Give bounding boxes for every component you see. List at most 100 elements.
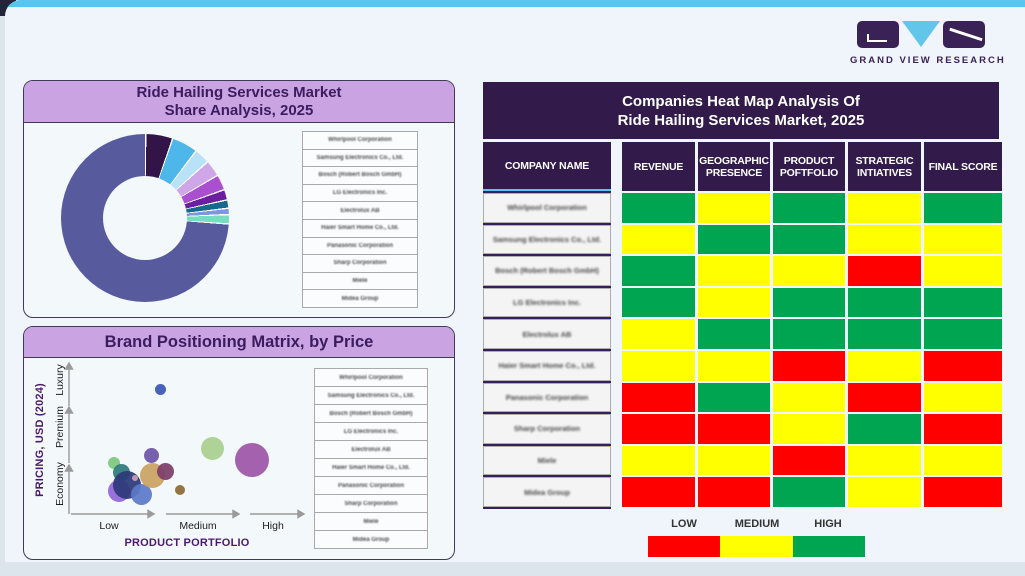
heatmap-score-cell-high [698, 319, 770, 349]
heatmap-score-cell-medium [924, 256, 1002, 286]
heatmap-title: Companies Heat Map Analysis Of Ride Hail… [483, 82, 999, 139]
heatmap-score-cell-medium [773, 382, 845, 413]
heatmap-score-cell-low [924, 477, 1002, 507]
heatmap-score-cell-medium [924, 224, 1002, 255]
heatmap-score-cell-medium [622, 224, 695, 255]
legend-company-row: Bosch (Robert Bosch GmbH) [302, 166, 418, 185]
row-spacer [614, 256, 619, 286]
column-header-geographic-presence: GEOGRAPHIC PRESENCE [698, 142, 770, 191]
heatmap-company-name: Haier Smart Home Co., Ltd. [498, 361, 596, 371]
legend-company-name: Panasonic Corporation [337, 482, 404, 489]
logo-g-block-icon [857, 21, 899, 48]
heatmap-score-cell-medium [622, 319, 695, 349]
top-accent-bar [5, 0, 1025, 7]
row-spacer [614, 446, 619, 476]
heatmap-score-cell-medium [698, 350, 770, 381]
heatmap-score-cell-medium [848, 350, 921, 381]
legend-company-row: Haier Smart Home Co., Ltd. [302, 218, 418, 238]
legend-company-name: Haier Smart Home Co., Ltd. [332, 464, 410, 471]
bubble-point [154, 383, 166, 395]
row-spacer [614, 383, 619, 413]
heatmap-score-cell-high [773, 477, 845, 507]
heatmap-score-cell-high [622, 193, 695, 223]
bubble-point [200, 436, 224, 460]
legend-company-name: Bosch (Robert Bosch GmbH) [318, 172, 402, 179]
heatmap-company-cell: Midea Group [483, 477, 611, 507]
logo-v-triangle-icon [902, 21, 940, 47]
heatmap-score-cell-medium [773, 414, 845, 444]
heatmap-company-name: Sharp Corporation [513, 424, 581, 434]
bubble-point [156, 462, 174, 480]
heatmap-score-cell-medium [848, 477, 921, 507]
heatmap-score-cell-low [773, 350, 845, 381]
heatmap-score-cell-medium [924, 382, 1002, 413]
legend-company-name: Samsung Electronics Co., Ltd. [316, 154, 404, 161]
heatmap-company-name: Whirlpool Corporation [507, 203, 587, 213]
brand-matrix-plot: PRICING, USD (2024) Economy Premium Luxu… [24, 327, 454, 559]
row-spacer [614, 414, 619, 444]
legend-company-row: Sharp Corporation [314, 494, 428, 513]
row-spacer [614, 225, 619, 255]
heatmap-score-cell-medium [698, 287, 770, 318]
market-share-title-line2: Share Analysis, 2025 [164, 101, 314, 119]
heatmap-company-cell: Miele [483, 445, 611, 476]
legend-company-row: Haier Smart Home Co., Ltd. [314, 458, 428, 477]
legend-label-low: LOW [671, 517, 697, 530]
heatmap-company-name: Samsung Electronics Co., Ltd. [492, 234, 602, 244]
row-spacer [614, 477, 619, 507]
heatmap-title-line2: Ride Hailing Services Market, 2025 [617, 111, 865, 129]
heatmap-score-cell-low [622, 477, 695, 507]
legend-label-medium: MEDIUM [734, 517, 780, 530]
heatmap-company-name: LG Electronics Inc. [513, 298, 581, 308]
heatmap-company-name: Miele [537, 456, 557, 466]
column-header-revenue: REVENUE [622, 142, 695, 191]
heatmap-score-cell-high [773, 224, 845, 255]
row-spacer [614, 288, 619, 318]
x-tick-high: High [262, 520, 284, 532]
legend-company-row: Electrolux AB [302, 201, 418, 220]
legend-company-name: Electrolux AB [351, 446, 391, 453]
bubble-point [143, 447, 159, 463]
bubble-point [130, 483, 152, 505]
y-tick-premium: Premium [54, 405, 66, 449]
heatmap-table: COMPANY NAME REVENUE GEOGRAPHIC PRESENCE… [483, 142, 1002, 507]
heatmap-score-cell-high [773, 287, 845, 318]
bubble-point [235, 443, 269, 477]
legend-label-high: HIGH [814, 517, 842, 530]
logo-r-block-icon [943, 21, 985, 48]
heatmap-company-cell: Sharp Corporation [483, 414, 611, 444]
legend-company-row: Miele [314, 512, 428, 531]
heatmap-score-cell-high [773, 193, 845, 223]
market-share-company-legend: Whirlpool Corporation Samsung Electronics… [302, 131, 418, 308]
heatmap-company-cell: LG Electronics Inc. [483, 287, 611, 318]
legend-swatch-low [648, 535, 721, 557]
market-share-donut-chart [61, 134, 229, 302]
x-axis-title: PRODUCT PORTFOLIO [124, 537, 250, 549]
brand-matrix-panel: Brand Positioning Matrix, by Price PRICI… [23, 326, 455, 560]
heatmap-score-cell-medium [848, 445, 921, 476]
legend-company-row: Midea Group [314, 530, 428, 549]
heatmap-score-cell-high [698, 224, 770, 255]
heatmap-score-cell-high [773, 319, 845, 349]
legend-company-row: Panasonic Corporation [314, 476, 428, 495]
heatmap-legend: LOW MEDIUM HIGH [483, 518, 1002, 562]
heatmap-score-cell-high [848, 414, 921, 444]
heatmap-score-cell-high [622, 287, 695, 318]
heatmap-score-cell-high [924, 319, 1002, 349]
heatmap-score-cell-low [848, 256, 921, 286]
heatmap-score-cell-low [622, 382, 695, 413]
legend-company-row: Panasonic Corporation [302, 236, 418, 256]
legend-company-name: Midea Group [352, 536, 390, 543]
legend-company-name: Electrolux AB [340, 207, 380, 214]
heatmap-title-line1: Companies Heat Map Analysis Of [622, 92, 860, 110]
legend-company-name: Miele [352, 278, 368, 285]
row-spacer [614, 193, 619, 223]
heatmap-score-cell-medium [698, 445, 770, 476]
heatmap-section: Companies Heat Map Analysis Of Ride Hail… [483, 82, 1002, 562]
heatmap-score-cell-high [848, 287, 921, 318]
market-share-title: Ride Hailing Services Market Share Analy… [24, 81, 454, 123]
heatmap-score-cell-low [848, 382, 921, 413]
legend-company-name: Miele [363, 518, 379, 525]
heatmap-score-cell-low [622, 414, 695, 444]
legend-company-row: Samsung Electronics Co., Ltd. [302, 148, 418, 168]
